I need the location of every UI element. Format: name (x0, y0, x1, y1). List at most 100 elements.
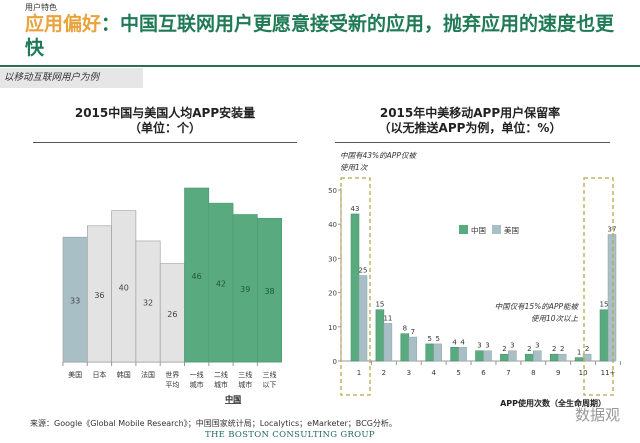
data-label: 2 (560, 345, 564, 353)
data-label: 4 (452, 338, 457, 346)
data-label: 3 (510, 342, 514, 350)
x-tick-label: 6 (481, 369, 486, 377)
bar-china-9 (549, 353, 559, 362)
highlight-box-11plus (583, 177, 614, 396)
data-label: 4 (460, 338, 465, 346)
bar-usa-3 (408, 336, 418, 362)
bar-usa-10 (582, 353, 592, 362)
bar-usa-1 (358, 275, 368, 362)
x-axis-title: APP使用次数（全生命周期） (500, 398, 606, 408)
data-label: 11 (383, 314, 392, 322)
x-tick-label: 5 (456, 369, 460, 377)
data-label: 39 (240, 285, 250, 294)
bar-china-11+ (599, 309, 609, 362)
bar-china-3 (400, 333, 410, 362)
chart1-divider (33, 142, 297, 143)
tick-label: 韩国 (117, 370, 131, 379)
data-label: 1 (577, 349, 581, 357)
data-label: 2 (585, 345, 589, 353)
title-highlight: 应用偏好 (25, 13, 102, 35)
data-label: 25 (359, 267, 368, 275)
bar-5 (184, 187, 210, 363)
annotation-2-line1: 中国仅有15%的APP能被 (495, 302, 580, 311)
chart1-title-text: 2015中国与美国人均APP安装量 (74, 106, 256, 120)
data-label: 7 (411, 328, 415, 336)
chart2-divider (335, 142, 610, 143)
chart1-title: 2015中国与美国人均APP安装量 （单位：个） (40, 106, 290, 136)
chart1-subtitle: （单位：个） (128, 121, 201, 135)
bar-8 (257, 217, 282, 363)
chart2-title-text: 2015年中美移动APP用户保留率 (379, 106, 561, 120)
data-label: 2 (527, 345, 531, 353)
x-tick-label: 1 (357, 369, 361, 377)
bar-usa-7 (508, 350, 517, 362)
bar-usa-5 (458, 347, 467, 362)
bar-china-1 (350, 213, 360, 362)
bcg-logo: THE BOSTON CONSULTING GROUP (205, 430, 375, 440)
annotation-1-line2: 使用1次 (340, 163, 369, 172)
bar-4 (159, 263, 185, 363)
tick-label: 三线 (238, 370, 252, 379)
data-label: 8 (403, 325, 407, 333)
x-tick-label: 11+ (601, 369, 616, 377)
x-tick-label: 9 (556, 369, 560, 377)
legend-label-china: 中国 (471, 225, 486, 235)
data-label: 26 (167, 310, 177, 319)
tick-label: 城市 (214, 380, 228, 389)
title-rest: ：中国互联网用户更愿意接受新的应用，抛弃应用的速度也更快 (25, 13, 615, 59)
bar-7 (232, 214, 258, 363)
x-tick-label: 4 (431, 369, 436, 377)
bar-1 (87, 225, 112, 363)
data-label: 37 (608, 225, 617, 233)
bar-china-10 (574, 357, 584, 362)
bar-china-7 (500, 353, 509, 362)
y-tick-label: 50 (328, 187, 337, 195)
y-tick-label: 0 (333, 358, 337, 366)
data-label: 42 (216, 280, 226, 289)
bar-0 (62, 236, 88, 363)
y-tick-label: 40 (328, 221, 337, 229)
data-label: 2 (502, 345, 506, 353)
data-label: 2 (552, 345, 556, 353)
bar-china-5 (450, 347, 459, 362)
legend-swatch-china (459, 225, 468, 234)
data-label: 36 (94, 291, 104, 300)
bar-3 (135, 240, 161, 363)
bar-2 (111, 210, 137, 363)
bar-usa-11+ (607, 234, 617, 362)
data-label: 40 (119, 283, 129, 292)
tick-label: 城市 (238, 380, 252, 389)
data-label: 46 (192, 272, 202, 281)
tick-label: 平均 (165, 380, 179, 389)
source-note: 来源：Google《Global Mobile Research》；中国国家统计… (30, 419, 397, 428)
tick-label: 美国 (68, 370, 82, 379)
data-label: 32 (143, 298, 153, 307)
y-tick-label: 30 (328, 255, 337, 263)
tick-label: 法国 (141, 370, 155, 379)
x-tick-label: 8 (531, 369, 535, 377)
data-label: 15 (600, 301, 609, 309)
bar-china-8 (525, 353, 534, 362)
title-divider (0, 65, 640, 67)
data-label: 15 (375, 301, 384, 309)
annotation-2-line2: 使用10次以上 (531, 314, 579, 323)
tick-label: 日本 (92, 370, 106, 379)
y-tick-label: 10 (328, 324, 337, 332)
section-label: 用户特色 (25, 3, 57, 12)
tick-label: 城市 (190, 380, 204, 389)
group-label: 中国 (225, 394, 241, 404)
data-label: 5 (435, 335, 439, 343)
chart2-title: 2015年中美移动APP用户保留率 （以无推送APP为例，单位：%） (345, 106, 595, 136)
watermark: 数据观 (575, 406, 621, 424)
annotation-1-line1: 中国有43%的APP仅被 (340, 151, 417, 160)
bar-usa-6 (483, 350, 492, 362)
data-label: 3 (485, 342, 489, 350)
data-label: 43 (351, 205, 360, 213)
page-title: 应用偏好：中国互联网用户更愿意接受新的应用，抛弃应用的速度也更快 (25, 12, 625, 60)
bar-china-6 (475, 350, 484, 362)
legend-label-usa: 美国 (504, 225, 519, 235)
tick-label: 三线 (263, 370, 277, 379)
highlight-box-1 (340, 177, 371, 396)
